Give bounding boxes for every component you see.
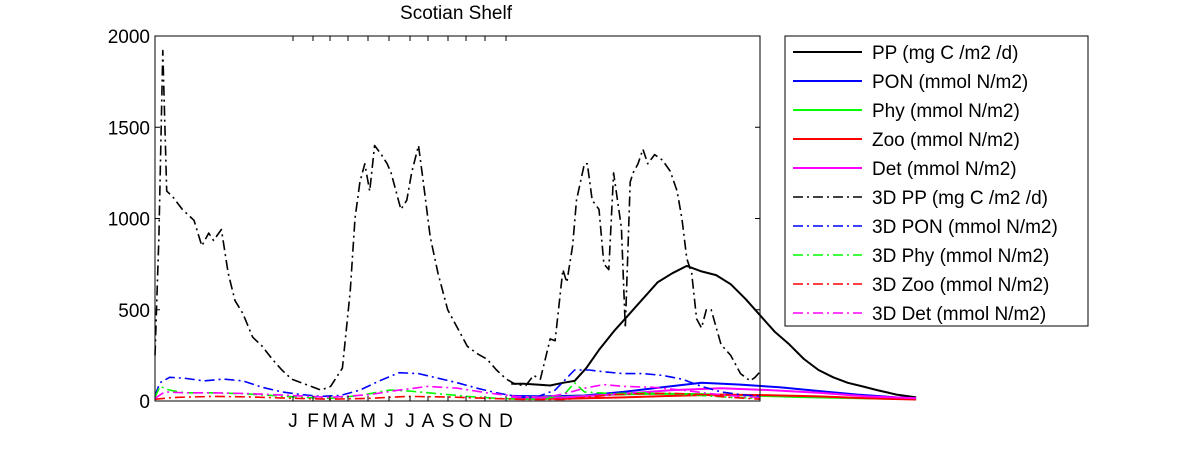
legend-label-5: Det (mmol N/m2) [872,159,1017,180]
legend-label-3: Phy (mmol N/m2) [872,101,1020,122]
x-tick-label: J [405,411,415,432]
legend-label-2: PON (mmol N/m2) [872,72,1028,93]
y-tick-label: 1000 [108,210,150,231]
x-tick-label: A [342,411,355,432]
series-line-4 [511,393,917,401]
x-tick-label: J [288,411,298,432]
legend-label-4: Zoo (mmol N/m2) [872,130,1020,151]
plot-frame [154,35,761,402]
x-tick-label: N [478,411,492,432]
x-tick-label: D [499,411,513,432]
series-line-1 [511,264,917,399]
series-line-5 [511,387,917,400]
x-tick-label: F [307,411,319,432]
series-line-8 [154,382,761,400]
series-line-6 [154,49,761,391]
legend: PP (mg C /m2 /d) PON (mmol N/m2) Phy (mmol… [784,35,1089,327]
x-tick-label: M [322,411,338,432]
x-tick-label: M [360,411,376,432]
y-tick-label: 2000 [108,27,150,48]
x-tick-label: J [384,411,394,432]
legend-label-7: 3D PON (mmol N/m2) [872,217,1058,238]
y-tick-label: 500 [118,301,150,322]
series-line-7 [154,369,761,399]
legend-frame [784,35,1089,327]
legend-label-9: 3D Zoo (mmol N/m2) [872,275,1049,296]
series-layer [154,49,917,401]
x-tick-label: O [459,411,474,432]
y-tick-label: 0 [139,392,150,413]
y-tick-label: 1500 [108,118,150,139]
legend-label-6: 3D PP (mg C /m2 /d) [872,188,1048,209]
x-tick-label: S [442,411,455,432]
legend-label-8: 3D Phy (mmol N/m2) [872,246,1049,267]
series-line-10 [154,383,761,399]
legend-label-10: 3D Det (mmol N/m2) [872,304,1046,325]
chart-title: Scotian Shelf [400,3,513,24]
legend-label-1: PP (mg C /m2 /d) [872,43,1018,64]
x-tick-label: A [422,411,435,432]
